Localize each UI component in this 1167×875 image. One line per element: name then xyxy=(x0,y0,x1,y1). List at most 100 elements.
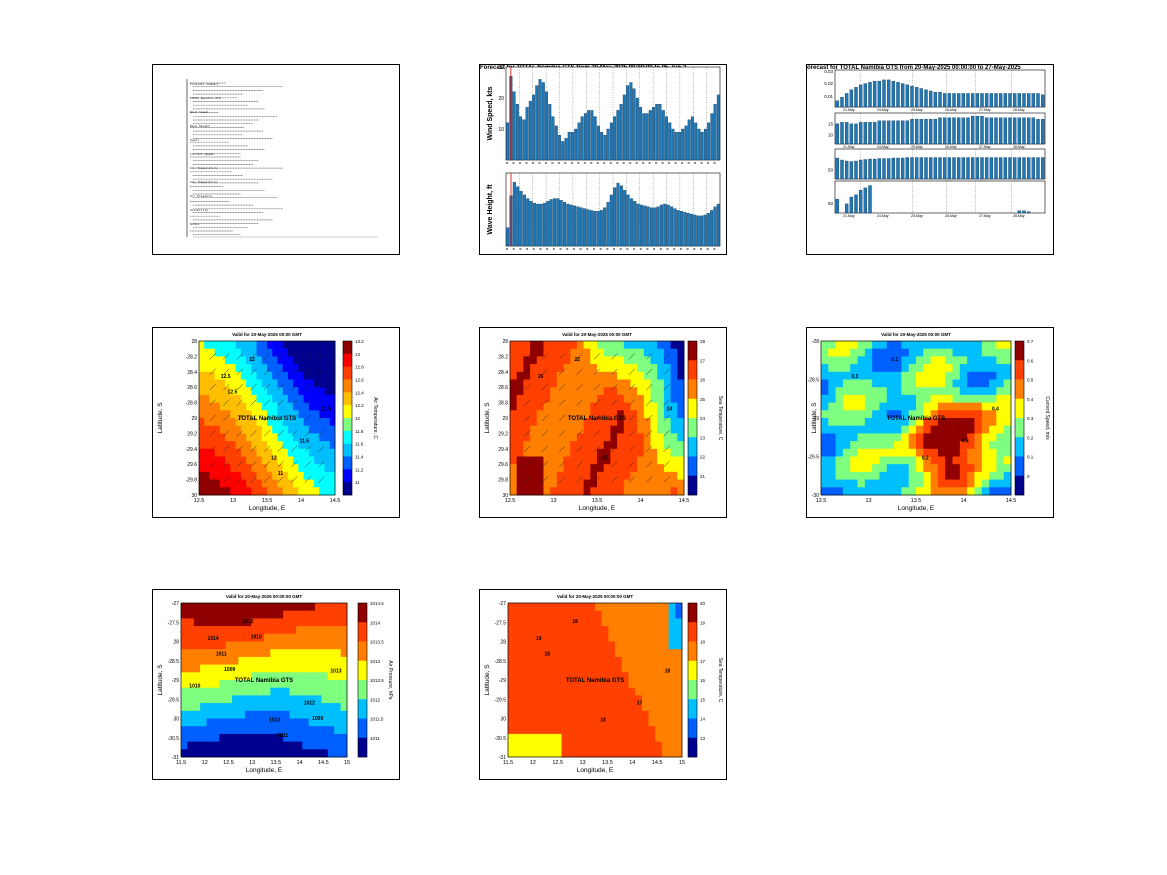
contour-cell xyxy=(550,387,558,396)
contour-cell xyxy=(244,703,252,712)
contour-cell xyxy=(308,741,316,750)
colorbar-segment xyxy=(688,475,697,496)
contour-cell xyxy=(989,402,997,411)
bar xyxy=(1036,119,1040,145)
contour-cell xyxy=(212,672,220,681)
contour-cell xyxy=(581,656,589,665)
contour-cell xyxy=(967,425,975,434)
contour-cell xyxy=(590,456,598,465)
contour-cell xyxy=(530,402,538,411)
contour-cell xyxy=(193,741,201,750)
y-tick-label: -31 xyxy=(172,755,179,761)
contour-cell xyxy=(541,726,549,735)
contour-cell xyxy=(635,633,643,642)
contour-cell xyxy=(264,633,271,642)
contour-cell xyxy=(200,664,207,673)
colorbar-segment xyxy=(343,405,352,419)
contour-cell xyxy=(974,487,983,496)
contour-cell xyxy=(321,656,329,665)
contour-cell xyxy=(561,703,569,712)
contour-cell xyxy=(514,710,522,719)
contour-cell xyxy=(510,425,518,434)
contour-cell xyxy=(302,618,310,627)
contour-cell xyxy=(256,441,263,450)
colorbar-tick-label: 16 xyxy=(700,678,706,683)
contour-cell xyxy=(187,687,195,696)
contour-cell xyxy=(923,425,932,434)
contour-cell xyxy=(908,394,917,403)
colorbar-tick-label: 0.7 xyxy=(1027,339,1034,344)
contour-cell xyxy=(329,356,336,365)
contour-cell xyxy=(251,394,257,403)
contour-cell xyxy=(908,425,917,434)
contour-cell xyxy=(214,402,221,411)
contour-cell xyxy=(261,371,268,380)
contour-cell xyxy=(225,633,233,642)
contour-cell xyxy=(240,425,247,434)
contour-cell xyxy=(264,664,271,673)
bar xyxy=(696,215,700,247)
contour-cell xyxy=(670,487,678,496)
wind-arrow xyxy=(628,384,635,391)
y-tick-label: 28.4 xyxy=(498,370,508,376)
contour-cell xyxy=(648,618,656,627)
x-tick-label: 14 xyxy=(629,760,635,766)
contour-cell xyxy=(204,371,210,380)
contour-cell xyxy=(655,618,663,627)
contour-cell xyxy=(272,341,278,350)
wind-arrow xyxy=(304,476,311,483)
contour-cell xyxy=(850,433,858,442)
contour-cell xyxy=(857,402,866,411)
contour-cell xyxy=(303,394,310,403)
contour-cell xyxy=(204,471,210,480)
contour-cell xyxy=(508,618,516,627)
wind-arrow xyxy=(263,399,271,406)
contour-cell xyxy=(516,356,524,365)
wind-arrow xyxy=(291,368,298,375)
bar xyxy=(680,211,684,247)
contour-cell xyxy=(219,603,227,612)
contour-cell xyxy=(576,456,585,465)
x-tick-label: 14.5 xyxy=(330,498,341,504)
contour-cell xyxy=(615,664,623,673)
y-tick-label: -30.5 xyxy=(168,736,180,742)
contour-cell xyxy=(541,703,549,712)
contour-cell xyxy=(657,341,665,350)
contour-cell xyxy=(230,394,237,403)
contour-cell xyxy=(238,641,246,650)
contour-cell xyxy=(657,371,665,380)
contour-cell xyxy=(193,680,201,689)
contour-cell xyxy=(251,448,257,457)
contour-cell xyxy=(302,749,310,758)
contour-cell xyxy=(225,410,231,419)
contour-label: 11 xyxy=(278,471,284,477)
contour-cell xyxy=(536,402,544,411)
contour-cell xyxy=(225,626,233,635)
contour-cell xyxy=(193,726,201,735)
contour-cell xyxy=(570,341,578,350)
colorbar-tick-label: 22 xyxy=(700,455,706,460)
bar xyxy=(579,207,583,247)
contour-cell xyxy=(329,348,336,357)
contour-cell xyxy=(235,433,242,442)
contour-cell xyxy=(521,680,529,689)
contour-cell xyxy=(289,672,297,681)
bar xyxy=(663,203,667,247)
wind-arrow xyxy=(277,476,284,483)
contour-cell xyxy=(256,410,263,419)
bar xyxy=(632,88,636,161)
contour-cell xyxy=(610,441,618,450)
contour-cell xyxy=(842,441,851,450)
contour-cell xyxy=(648,680,656,689)
contour-cell xyxy=(617,387,625,396)
contour-cell xyxy=(617,433,625,442)
contour-cell xyxy=(588,656,596,665)
contour-cell xyxy=(561,626,569,635)
wind-arrow xyxy=(593,430,601,437)
wind-arrow xyxy=(646,445,653,452)
contour-cell xyxy=(886,448,895,457)
contour-cell xyxy=(219,695,227,704)
colorbar-segment xyxy=(343,379,352,393)
contour-cell xyxy=(661,610,670,619)
contour-cell xyxy=(556,364,564,373)
